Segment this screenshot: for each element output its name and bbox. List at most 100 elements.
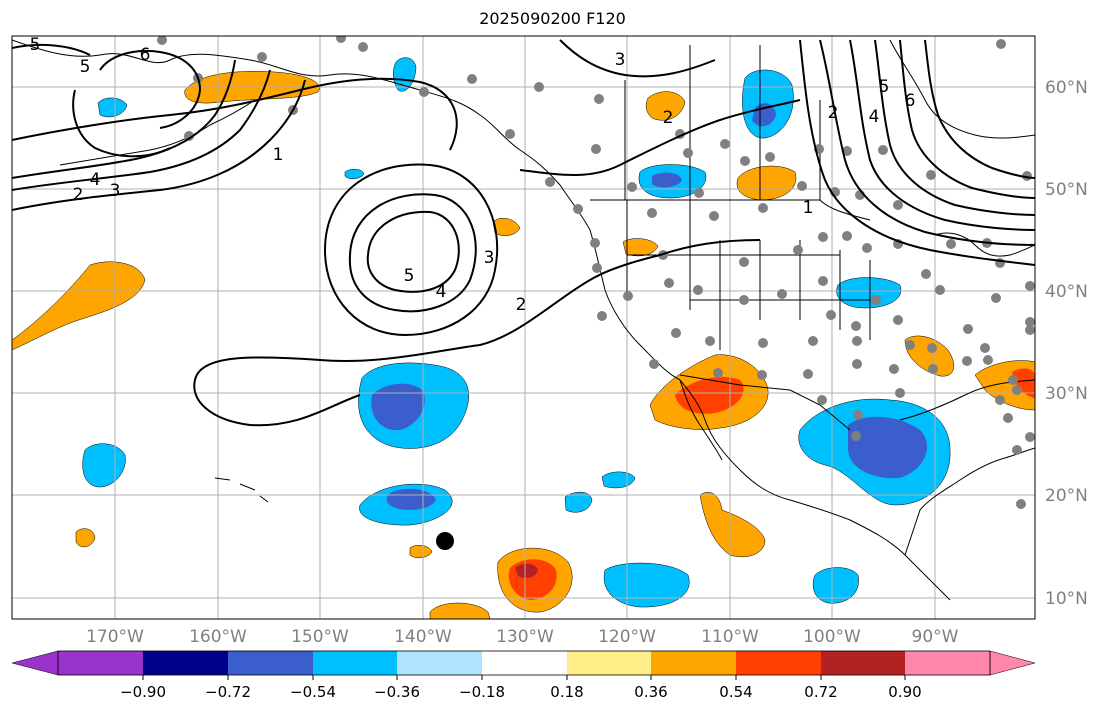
colorbar-tick-label: −0.90 xyxy=(120,683,166,701)
colorbar: −0.90 −0.72 −0.54 −0.36 −0.18 0.18 0.36 … xyxy=(11,650,1036,701)
contour-low-5 xyxy=(366,210,460,293)
great-lakes xyxy=(934,232,1035,257)
colorbar-segment xyxy=(313,651,397,675)
contour-5-west xyxy=(12,43,171,158)
blue-anomaly-tropical-east xyxy=(603,562,690,608)
colorbar-tick-label: −0.54 xyxy=(290,683,336,701)
contour-2-central xyxy=(519,99,801,176)
orange-anomaly-canada-north xyxy=(645,91,686,121)
colorbar-tick-label: −0.36 xyxy=(374,683,420,701)
lat-label: 50°N xyxy=(1045,180,1088,200)
lon-label: 160°W xyxy=(189,627,247,647)
orange-anomaly-small-w xyxy=(75,528,96,548)
lon-label: 100°W xyxy=(803,627,861,647)
darkred-anomaly-tropical xyxy=(515,563,538,578)
contour-3-north xyxy=(559,39,716,78)
lon-label: 110°W xyxy=(701,627,759,647)
contour-east-3 xyxy=(849,39,1035,231)
red-anomaly-gulf-coast xyxy=(1012,368,1035,398)
orange-anomaly-offshore xyxy=(492,217,521,236)
orange-anomaly-oregon xyxy=(622,238,659,257)
hudson-bay xyxy=(889,39,1035,139)
colorbar-segment xyxy=(58,651,143,675)
canada-provinces xyxy=(624,45,821,200)
lon-label: 150°W xyxy=(291,627,349,647)
contour-label: 3 xyxy=(110,181,121,201)
graticule xyxy=(12,36,1035,619)
lat-label: 20°N xyxy=(1045,486,1088,506)
blue-anomaly-bering xyxy=(97,97,128,118)
anomaly-fills xyxy=(12,57,1035,619)
map-area xyxy=(12,36,1035,619)
aleutians xyxy=(59,99,256,166)
contour-label: 2 xyxy=(663,108,674,128)
colorbar-tick-label: 0.54 xyxy=(719,683,752,701)
us-canada-border xyxy=(590,199,871,221)
contour-label: 2 xyxy=(828,103,839,123)
colorbar-segment xyxy=(482,651,567,675)
contour-label: 5 xyxy=(80,57,91,77)
contour-label: 1 xyxy=(273,145,284,165)
contour-label: 6 xyxy=(905,91,916,111)
lon-label: 120°W xyxy=(598,627,656,647)
lat-label: 60°N xyxy=(1045,78,1088,98)
orange-anomaly-texas xyxy=(904,335,955,377)
contour-6-west xyxy=(99,49,202,129)
colorbar-segment xyxy=(567,651,651,675)
red-anomaly-baja xyxy=(675,376,744,414)
contour-label: 4 xyxy=(436,282,447,302)
blue-anomaly-small-2 xyxy=(564,491,593,513)
station-markers xyxy=(157,36,1035,509)
blue-anomaly-central-pacific-core xyxy=(371,383,425,431)
blue-anomaly-gulf-mexico-core xyxy=(848,416,928,479)
hawaii xyxy=(214,477,269,503)
contour-low-3 xyxy=(323,163,499,337)
blue-anomaly-small-1 xyxy=(812,567,859,604)
contour-label: 4 xyxy=(869,107,880,127)
contour-east-4 xyxy=(874,39,1035,216)
lon-label: 140°W xyxy=(394,627,452,647)
contour-label: 6 xyxy=(140,45,151,65)
contour-east-1 xyxy=(799,39,1035,266)
contour-2-pacific xyxy=(193,239,761,427)
longitude-labels: 170°W 160°W 150°W 140°W 130°W 120°W 110°… xyxy=(86,627,959,647)
contour-2-west xyxy=(12,79,306,211)
lat-label: 30°N xyxy=(1045,384,1088,404)
colorbar-segment xyxy=(651,651,736,675)
map-border xyxy=(11,35,1036,620)
contour-east-6 xyxy=(924,39,1035,179)
orange-anomaly-canada-west xyxy=(736,165,797,201)
contour-label: 5 xyxy=(879,77,890,97)
colorbar-tick-label: −0.72 xyxy=(205,683,251,701)
blue-anomaly-tiny xyxy=(344,169,365,179)
contour-labels: 5 4 3 2 1 5 4 3 2 3 2 1 2 4 5 6 5 6 xyxy=(30,36,916,315)
storm-center-marker xyxy=(436,532,454,550)
colorbar-tick-label: −0.18 xyxy=(459,683,505,701)
colorbar-segment xyxy=(821,651,905,675)
lat-label: 10°N xyxy=(1045,589,1088,609)
colorbar-tick-label: 0.90 xyxy=(888,683,921,701)
alaska-coast xyxy=(12,39,561,186)
colorbar-extend-high xyxy=(989,650,1036,676)
lon-label: 170°W xyxy=(86,627,144,647)
coastlines xyxy=(12,39,1035,601)
contour-3-west xyxy=(12,69,271,191)
contour-label: 1 xyxy=(803,198,814,218)
colorbar-tick-label: 0.72 xyxy=(804,683,837,701)
blue-anomaly-montana-core xyxy=(652,172,682,188)
contour-label: 2 xyxy=(516,295,527,315)
colorbar-extend-low xyxy=(11,650,59,676)
contour-label: 5 xyxy=(404,266,415,286)
lon-label: 90°W xyxy=(912,627,959,647)
colorbar-tick-label: 0.36 xyxy=(634,683,667,701)
contour-east-2 xyxy=(819,39,1035,246)
orange-anomaly-mexico-west xyxy=(699,492,766,558)
orange-anomaly-bottom xyxy=(429,602,491,619)
colorbar-tick-label: 0.18 xyxy=(550,683,583,701)
contour-label: 3 xyxy=(615,50,626,70)
colorbar-segment xyxy=(397,651,482,675)
contour-lines xyxy=(12,39,1035,427)
colorbar-segment xyxy=(905,651,990,675)
baja-peninsula xyxy=(679,379,723,461)
